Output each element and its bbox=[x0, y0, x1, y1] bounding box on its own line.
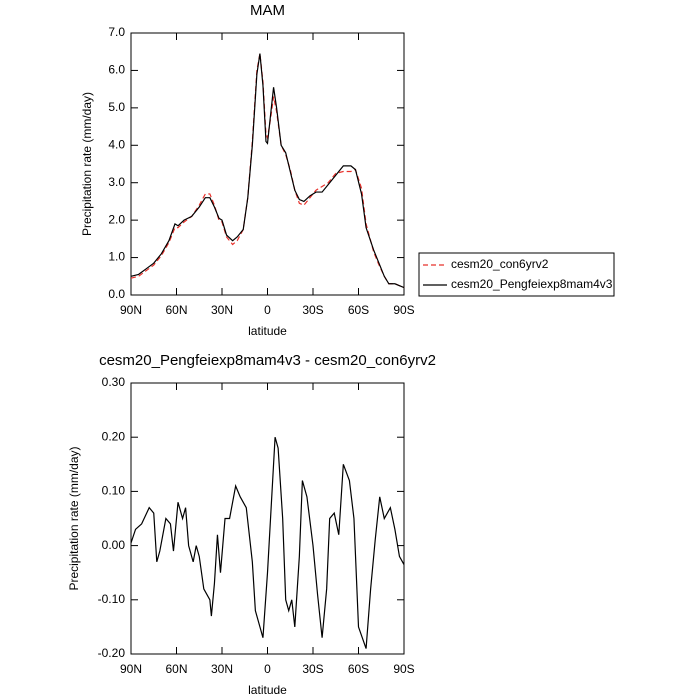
y-tick-label: 2.0 bbox=[108, 212, 125, 226]
y-tick-label: 0.0 bbox=[108, 287, 125, 301]
chart-title: cesm20_Pengfeiexp8mam4v3 - cesm20_con6yr… bbox=[99, 352, 436, 369]
y-tick-label: 0.20 bbox=[102, 429, 126, 443]
x-tick-label: 60S bbox=[348, 662, 369, 676]
legend-label: cesm20_Pengfeiexp8mam4v3 bbox=[451, 277, 613, 291]
plot-frame bbox=[130, 32, 405, 296]
x-tick-label: 30S bbox=[302, 662, 323, 676]
y-tick-label: 0.30 bbox=[102, 375, 126, 389]
data-line bbox=[130, 437, 405, 649]
legend-box bbox=[418, 252, 615, 297]
x-tick-label: 60S bbox=[348, 303, 369, 317]
chart-title: MAM bbox=[250, 2, 285, 19]
x-tick-label: 0 bbox=[264, 303, 271, 317]
y-tick-label: 7.0 bbox=[108, 25, 125, 39]
x-tick-label: 30N bbox=[211, 662, 233, 676]
y-tick-label: 0.00 bbox=[102, 538, 126, 552]
y-tick-label: 6.0 bbox=[108, 63, 125, 77]
y-axis-label: Precipitation rate (mm/day) bbox=[80, 92, 94, 236]
y-tick-label: -0.10 bbox=[98, 592, 126, 606]
x-axis-label: latitude bbox=[248, 324, 287, 338]
legend-label: cesm20_con6yrv2 bbox=[451, 257, 549, 271]
x-axis-label: latitude bbox=[248, 683, 287, 697]
y-tick-label: -0.20 bbox=[98, 646, 126, 660]
y-tick-label: 1.0 bbox=[108, 250, 125, 264]
data-line bbox=[130, 53, 405, 289]
x-tick-label: 30N bbox=[211, 303, 233, 317]
x-tick-label: 0 bbox=[264, 662, 271, 676]
y-tick-label: 3.0 bbox=[108, 175, 125, 189]
x-tick-label: 60N bbox=[165, 303, 187, 317]
x-tick-label: 90N bbox=[120, 303, 142, 317]
y-axis-label: Precipitation rate (mm/day) bbox=[67, 446, 81, 590]
y-tick-label: 0.10 bbox=[102, 484, 126, 498]
x-tick-label: 30S bbox=[302, 303, 323, 317]
plot-frame bbox=[130, 382, 405, 655]
x-tick-label: 60N bbox=[165, 662, 187, 676]
x-tick-label: 90S bbox=[393, 662, 414, 676]
y-tick-label: 4.0 bbox=[108, 137, 125, 151]
x-tick-label: 90N bbox=[120, 662, 142, 676]
data-line bbox=[130, 53, 405, 289]
x-tick-label: 90S bbox=[393, 303, 414, 317]
y-tick-label: 5.0 bbox=[108, 100, 125, 114]
